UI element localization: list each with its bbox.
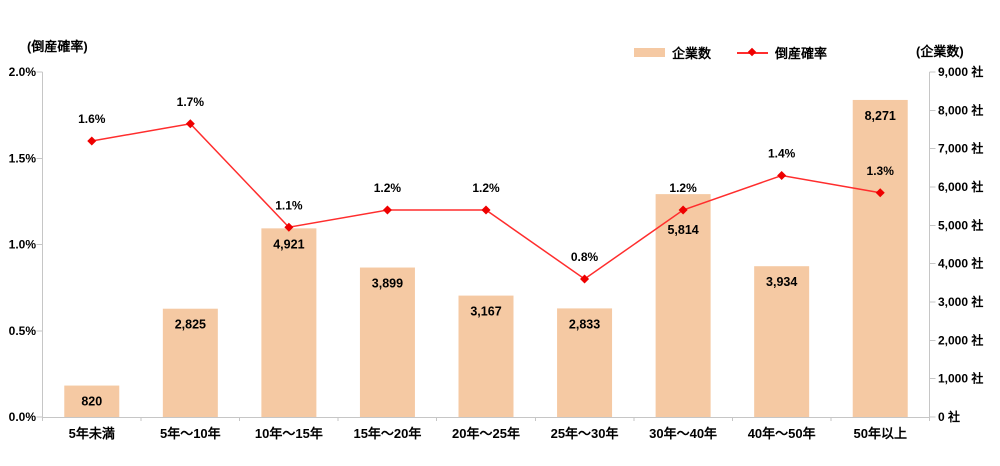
right-axis-title: (企業数) — [916, 44, 964, 59]
x-axis-label: 40年～50年 — [748, 426, 816, 441]
left-axis-title: (倒産確率) — [27, 39, 88, 54]
bar-value-label: 820 — [81, 395, 102, 409]
bar — [64, 385, 120, 417]
bar-value-label: 3,899 — [372, 277, 403, 291]
right-tick-label: 6,000 社 — [938, 179, 983, 194]
bar — [557, 308, 613, 417]
left-tick-label: 0.5% — [9, 324, 37, 338]
right-tick-label: 7,000 社 — [938, 141, 983, 156]
right-tick-label: 0 社 — [938, 409, 960, 424]
x-axis-label: 10年～15年 — [255, 426, 323, 441]
right-tick-label: 3,000 社 — [938, 294, 983, 309]
bar-value-label: 8,271 — [865, 109, 896, 123]
legend-item-companies: 企業数 — [634, 43, 711, 62]
legend-item-bankruptcy-rate: 倒産確率 — [737, 43, 827, 62]
line-value-label: 1.2% — [472, 181, 500, 195]
line-marker-icon — [737, 47, 769, 57]
left-tick-label: 0.0% — [9, 410, 37, 424]
line-value-label: 1.3% — [867, 164, 895, 178]
left-tick-label: 1.5% — [9, 151, 37, 165]
bar — [852, 99, 908, 417]
line-marker — [777, 170, 787, 181]
bar-value-label: 2,825 — [175, 318, 206, 332]
line-path — [91, 122, 881, 280]
legend-label-companies: 企業数 — [672, 46, 712, 61]
x-axis-label: 25年～30年 — [551, 426, 619, 441]
x-axis-label: 15年～20年 — [353, 426, 421, 441]
bar-swatch-icon — [634, 48, 665, 57]
bar — [754, 266, 810, 417]
right-tick-label: 5,000 社 — [938, 217, 983, 232]
right-tick-label: 4,000 社 — [938, 256, 983, 271]
bar-value-label: 2,833 — [569, 317, 600, 331]
left-tick-label: 1.0% — [9, 238, 37, 252]
left-tick-label: 2.0% — [9, 65, 37, 79]
x-axis-label: 5年～10年 — [160, 426, 221, 441]
line-value-label: 0.8% — [571, 250, 599, 264]
bar — [655, 194, 711, 417]
line-marker — [481, 205, 491, 215]
right-tick-label: 1,000 社 — [938, 371, 983, 386]
x-axis-label: 30年～40年 — [649, 426, 717, 441]
line-value-label: 1.2% — [374, 181, 402, 195]
bar-value-label: 3,167 — [470, 305, 501, 319]
x-axis-label: 5年未満 — [69, 426, 115, 441]
line-marker — [580, 274, 590, 284]
line-marker — [185, 119, 195, 129]
bar-value-label: 4,921 — [273, 237, 304, 251]
bar — [261, 228, 317, 417]
line-value-label: 1.7% — [177, 95, 205, 109]
line-value-label: 1.6% — [78, 112, 106, 126]
right-tick-label: 2,000 社 — [938, 332, 983, 347]
line-value-label: 1.4% — [768, 147, 796, 161]
bar-value-label: 5,814 — [667, 223, 698, 237]
x-axis-label: 20年～25年 — [452, 426, 520, 441]
legend-diamond-marker — [747, 47, 757, 57]
bar — [359, 267, 415, 417]
legend-label-bankruptcy-rate: 倒産確率 — [775, 46, 828, 61]
bar — [458, 295, 514, 417]
right-tick-label: 8,000 社 — [938, 102, 983, 117]
bar — [162, 308, 218, 417]
line-marker — [382, 205, 392, 215]
line-value-label: 1.2% — [669, 181, 697, 195]
legend: 企業数 倒産確率 — [634, 43, 827, 62]
line-value-label: 1.1% — [275, 198, 303, 212]
x-axis-label: 50年以上 — [853, 426, 906, 441]
bar-value-label: 3,934 — [766, 275, 797, 289]
line-marker — [87, 136, 97, 146]
right-tick-label: 9,000 社 — [938, 64, 983, 79]
